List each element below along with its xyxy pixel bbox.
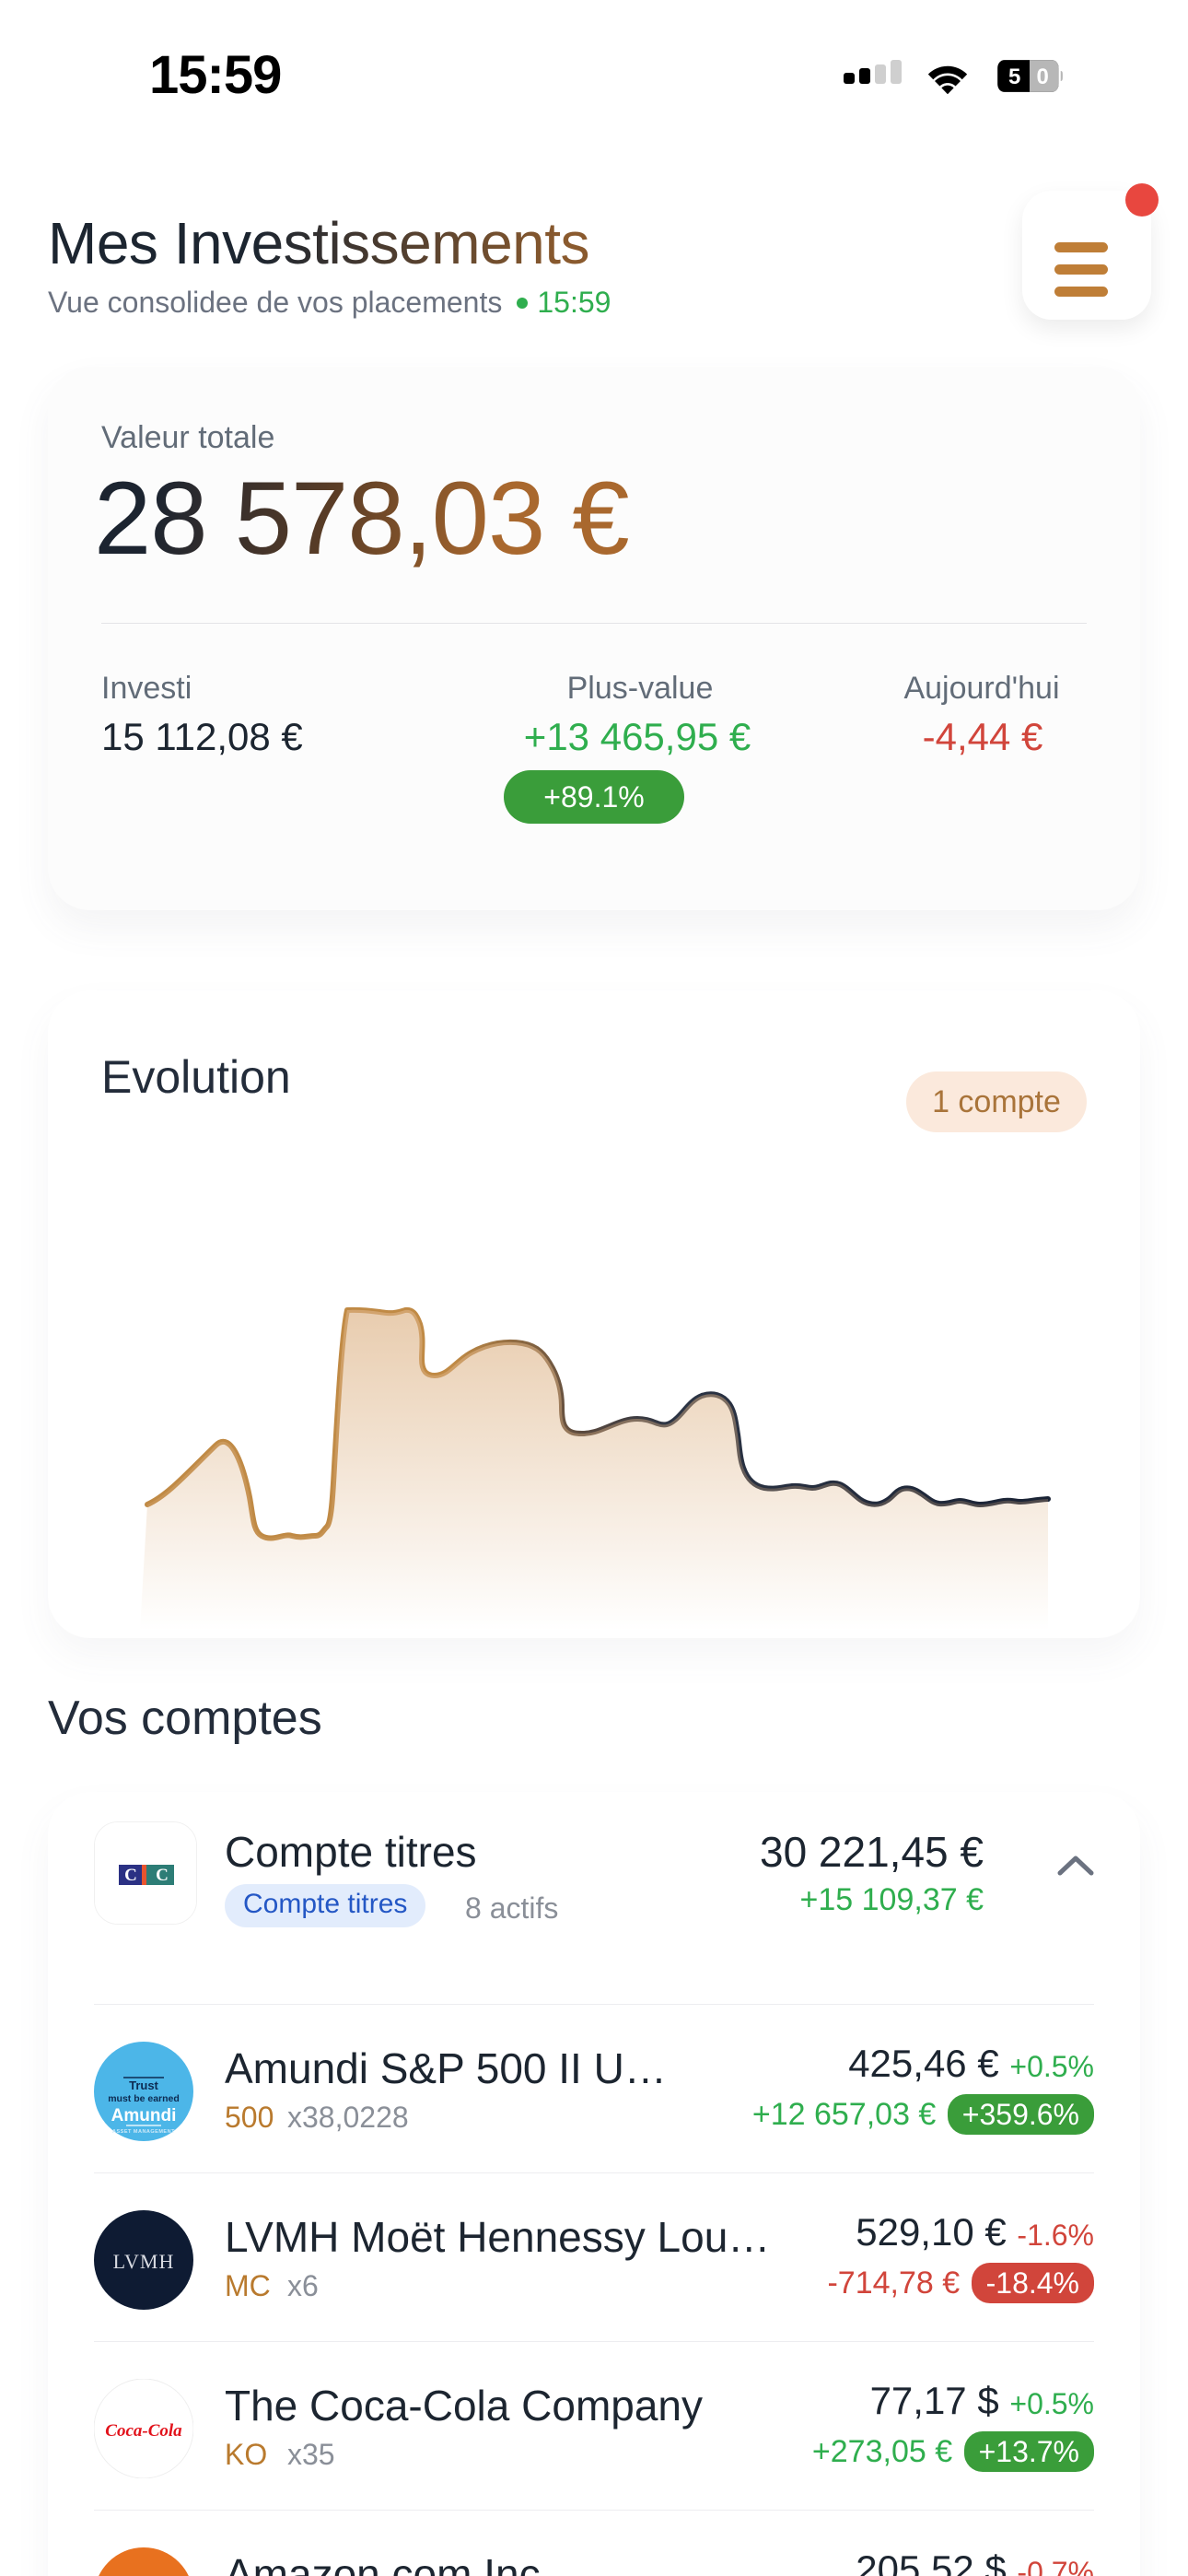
svg-text:5: 5 <box>1008 64 1020 89</box>
svg-text:C: C <box>156 1866 169 1885</box>
svg-text:ASSET MANAGEMENT: ASSET MANAGEMENT <box>112 2129 175 2135</box>
svg-text:Coca-Cola: Coca-Cola <box>105 2421 182 2441</box>
svg-text:must be earned: must be earned <box>108 2093 180 2104</box>
svg-text:Trust: Trust <box>129 2078 158 2092</box>
svg-text:C: C <box>124 1866 137 1885</box>
svg-text:Amundi: Amundi <box>111 2106 177 2125</box>
svg-text:0: 0 <box>1036 64 1048 89</box>
svg-text:LVMH: LVMH <box>113 2250 175 2273</box>
